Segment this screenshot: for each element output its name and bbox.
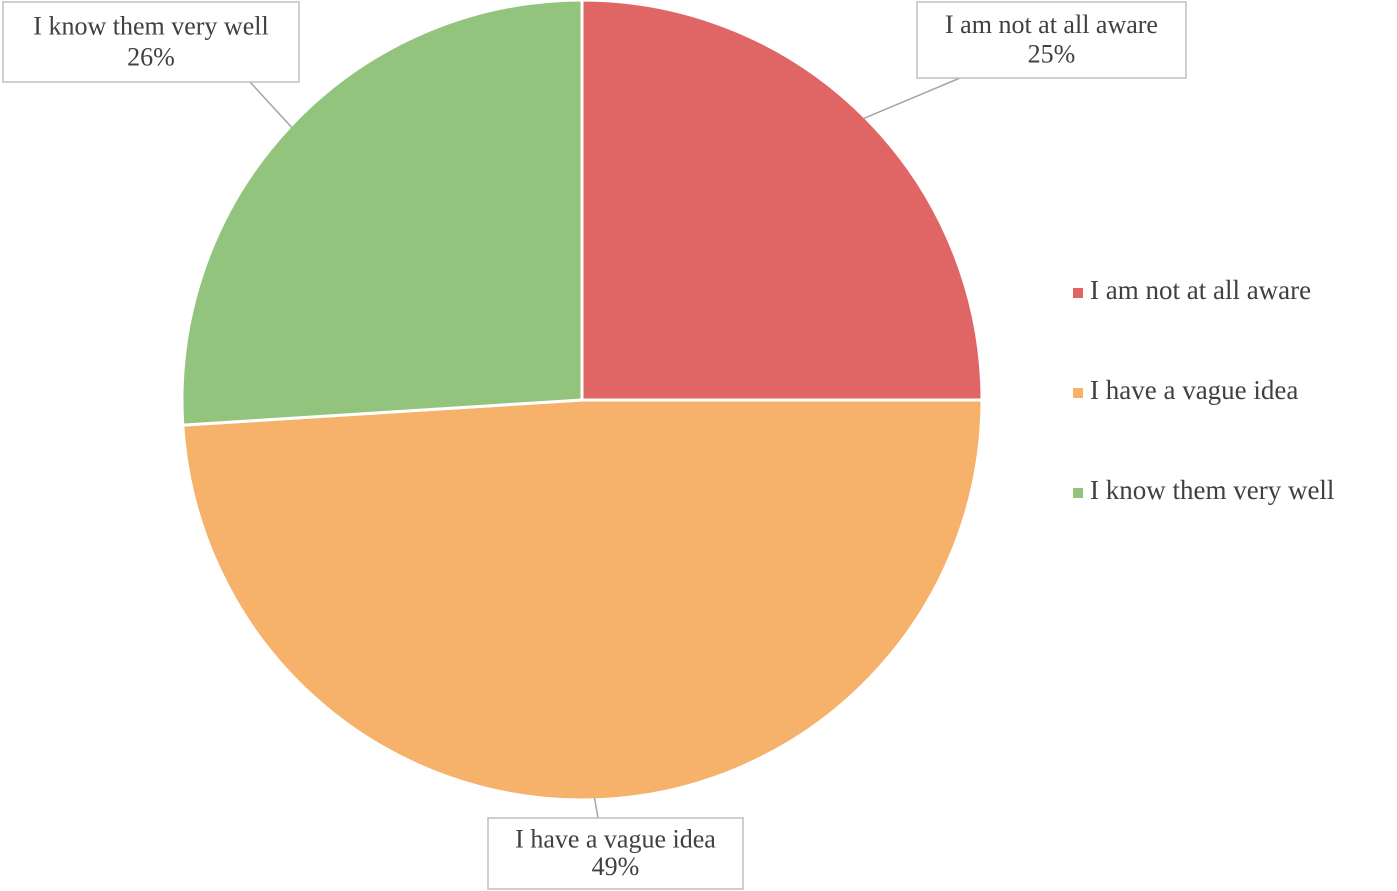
label-box — [487, 817, 744, 890]
legend-label: I know them very well — [1090, 475, 1334, 505]
leader-line — [593, 797, 599, 819]
legend-swatch — [1073, 388, 1083, 398]
legend: I am not at all aware I have a vague idea… — [1073, 275, 1334, 505]
data-label-name: I have a vague idea — [515, 824, 716, 853]
label-box — [2, 1, 300, 83]
data-label-value: 25% — [1028, 40, 1076, 69]
pie-slice — [181, 398, 984, 802]
data-label-value: 26% — [127, 43, 175, 72]
leader-line — [249, 81, 293, 129]
data-label-name: I know them very well — [33, 11, 268, 40]
label-box — [916, 1, 1187, 79]
pie-slice — [580, 0, 984, 402]
legend-swatch — [1073, 288, 1083, 298]
leader-line — [863, 77, 961, 120]
legend-label: I have a vague idea — [1090, 375, 1298, 405]
data-label-value: 49% — [592, 852, 640, 881]
data-label-name: I am not at all aware — [945, 10, 1158, 39]
legend-label: I am not at all aware — [1090, 275, 1311, 305]
legend-swatch — [1073, 488, 1083, 498]
